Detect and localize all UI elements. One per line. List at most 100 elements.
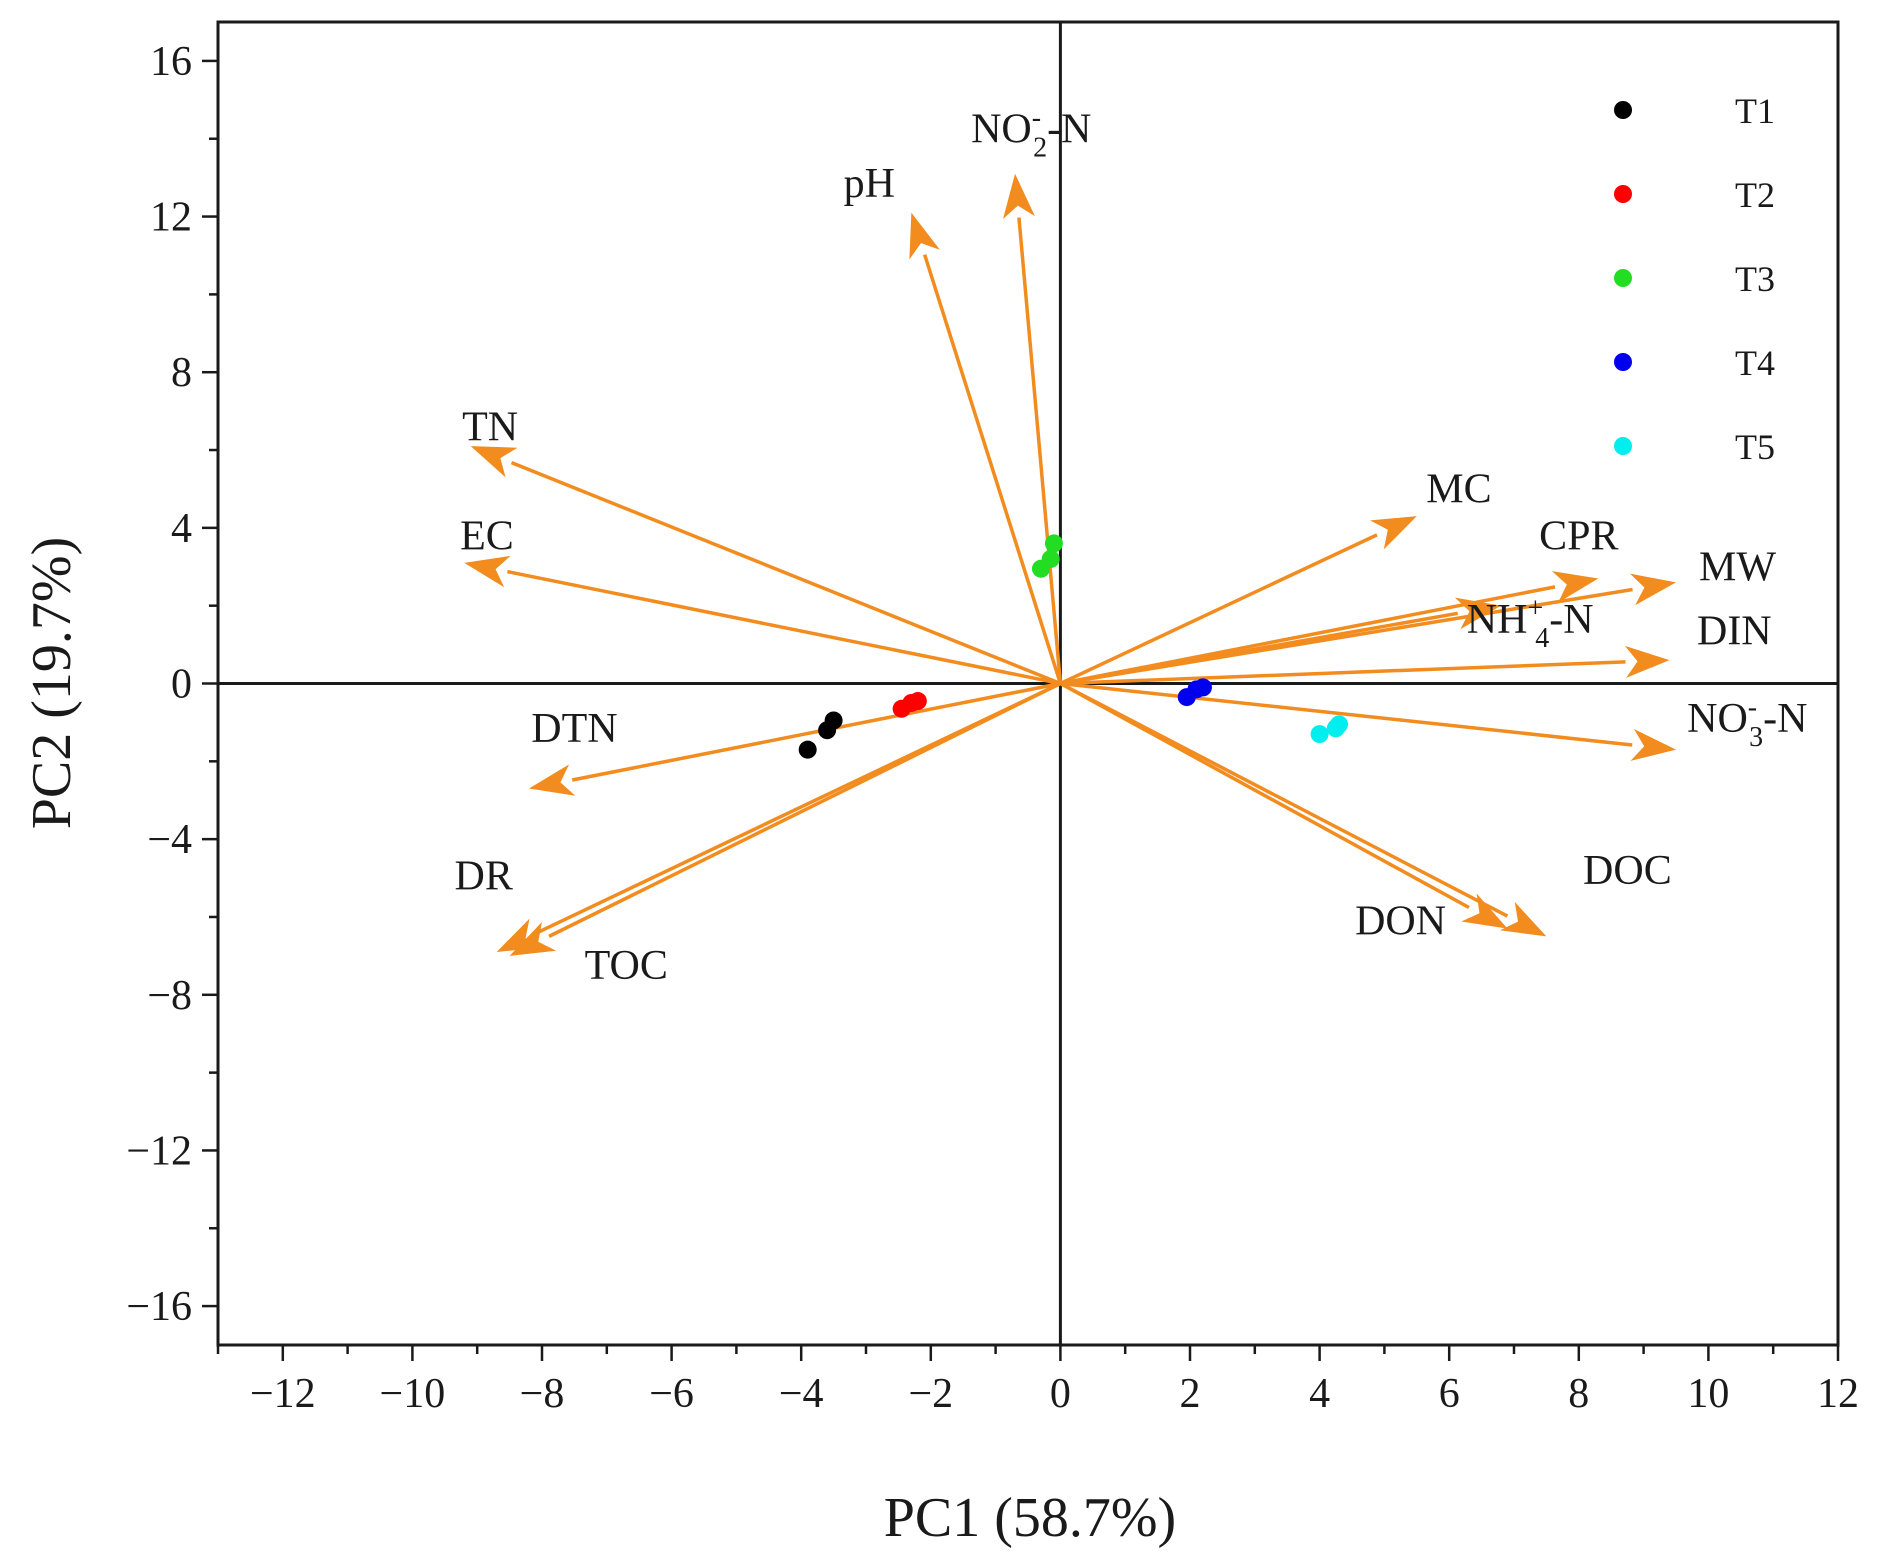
score-points-group — [798, 534, 1349, 759]
x-tick-label: −8 — [520, 1371, 565, 1417]
x-tick-label: 12 — [1817, 1371, 1859, 1417]
var-label-ph: pH — [844, 161, 895, 207]
var-label-tn: TN — [462, 404, 518, 450]
score-point-t3 — [1041, 549, 1060, 568]
var-label-mw: MW — [1699, 544, 1776, 590]
score-point-t5 — [1310, 725, 1329, 744]
legend-label-t2: T2 — [1735, 175, 1775, 215]
arrow-shaft — [1059, 681, 1470, 910]
arrow-shaft — [1060, 660, 1626, 686]
var-label-nh4-n: NH+ 4-N — [1467, 593, 1594, 654]
arrowhead — [1551, 571, 1599, 603]
var-label-dtn: DTN — [531, 706, 617, 752]
loading-arrow-tn — [470, 446, 1062, 686]
arrowhead — [1630, 729, 1676, 761]
var-label-no3-n: NO-3-N — [1687, 692, 1807, 753]
arrowhead — [464, 555, 511, 588]
var-label-ec: EC — [460, 513, 514, 559]
arrow-shaft — [1059, 681, 1509, 918]
legend-marker-t3 — [1614, 269, 1632, 287]
var-label-dr: DR — [455, 854, 513, 900]
legend-label-t4: T4 — [1735, 343, 1775, 383]
y-tick-label: −4 — [147, 817, 192, 863]
y-tick-label: −16 — [126, 1284, 192, 1330]
loading-arrow-ph — [909, 212, 1063, 685]
x-tick-label: −2 — [908, 1371, 953, 1417]
legend-label-t3: T3 — [1735, 259, 1775, 299]
arrowhead — [1629, 573, 1676, 606]
arrowhead — [529, 764, 576, 796]
arrow-shaft — [1060, 611, 1459, 686]
x-tick-label: −10 — [380, 1371, 446, 1417]
legend-label-t1: T1 — [1735, 91, 1775, 131]
legend-marker-t5 — [1614, 437, 1632, 455]
y-tick-label: −12 — [126, 1128, 192, 1174]
y-tick-label: −8 — [147, 973, 192, 1019]
score-point-t2 — [908, 692, 927, 711]
var-label-din: DIN — [1697, 609, 1772, 655]
score-point-t4 — [1193, 678, 1212, 697]
arrowhead — [470, 446, 518, 478]
legend-marker-t4 — [1614, 353, 1632, 371]
score-point-t1 — [824, 711, 843, 730]
arrowhead — [909, 212, 940, 260]
loading-arrows-group: pH NO-2-N TN EC DTN DR TOC MC CPR MW NH+ 4-N DIN NO-3… — [455, 103, 1808, 990]
x-tick-label: 10 — [1687, 1371, 1729, 1417]
y-tick-label: 8 — [171, 350, 192, 396]
loading-arrow-toc — [509, 681, 1062, 956]
arrowhead — [1003, 173, 1035, 220]
arrow-shaft — [1017, 217, 1063, 684]
legend-marker-t2 — [1614, 185, 1632, 203]
loading-arrow-don — [1059, 681, 1508, 929]
y-tick-label: 4 — [171, 506, 192, 552]
arrowhead — [509, 922, 557, 956]
legend-label-t5: T5 — [1735, 427, 1775, 467]
x-tick-label: 4 — [1309, 1371, 1330, 1417]
x-tick-label: −4 — [779, 1371, 824, 1417]
arrow-shaft — [1060, 681, 1633, 747]
var-label-doc: DOC — [1583, 848, 1672, 894]
var-label-cpr: CPR — [1539, 513, 1618, 559]
score-point-t3 — [1044, 534, 1063, 553]
arrowhead — [1499, 901, 1547, 937]
loading-arrow-mc — [1059, 516, 1417, 686]
arrow-shaft — [571, 681, 1061, 782]
var-label-no2-n: NO-2-N — [971, 103, 1091, 164]
y-axis-title: PC2 (19.7%) — [21, 537, 83, 829]
arrow-shaft — [510, 460, 1062, 686]
arrow-shaft — [1059, 533, 1378, 686]
x-tick-label: 2 — [1180, 1371, 1201, 1417]
x-tick-label: −12 — [250, 1371, 316, 1417]
y-tick-label: 0 — [171, 662, 192, 708]
var-label-mc: MC — [1426, 467, 1491, 513]
x-tick-label: 8 — [1568, 1371, 1589, 1417]
loading-arrow-no2-n — [1003, 173, 1063, 684]
arrow-shaft — [922, 254, 1063, 685]
score-point-t1 — [798, 740, 817, 759]
arrowhead — [1454, 597, 1502, 630]
x-tick-label: −6 — [649, 1371, 694, 1417]
arrow-shaft — [507, 569, 1061, 686]
loading-arrow-ec — [464, 555, 1061, 686]
loading-arrow-din — [1060, 645, 1670, 686]
loading-arrow-dtn — [529, 681, 1061, 796]
x-tick-label: 0 — [1050, 1371, 1071, 1417]
legend-marker-t1 — [1614, 101, 1632, 119]
arrowhead — [1370, 516, 1417, 550]
y-tick-label: 12 — [150, 195, 192, 241]
score-point-t5 — [1330, 715, 1349, 734]
x-axis-title: PC1 (58.7%) — [884, 1487, 1176, 1549]
loading-arrow-doc — [1059, 681, 1547, 937]
var-label-toc: TOC — [585, 943, 668, 989]
loading-arrow-no3-n — [1060, 681, 1676, 761]
arrowhead — [1461, 893, 1508, 929]
legend: T1 T2 T3 T4 T5 — [1614, 91, 1775, 467]
loading-arrow-nh4-n — [1060, 597, 1502, 686]
axes-group: −12 −10 −8 −6 −4 −2 0 2 4 6 8 10 12 16 12 8 4 0 −4 −8 −12 −16 — [126, 20, 1859, 1417]
var-label-don: DON — [1355, 898, 1446, 944]
y-tick-label: 16 — [150, 39, 192, 85]
arrowhead — [1624, 645, 1670, 678]
arrow-shaft — [548, 681, 1062, 938]
x-tick-label: 6 — [1439, 1371, 1460, 1417]
